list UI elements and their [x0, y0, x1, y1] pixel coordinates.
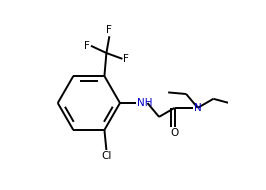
Text: F: F: [106, 25, 112, 35]
Text: F: F: [84, 41, 90, 51]
Text: O: O: [171, 128, 179, 138]
Text: Cl: Cl: [101, 151, 112, 161]
Text: F: F: [123, 54, 129, 64]
Text: NH: NH: [137, 98, 152, 108]
Text: N: N: [194, 103, 202, 113]
